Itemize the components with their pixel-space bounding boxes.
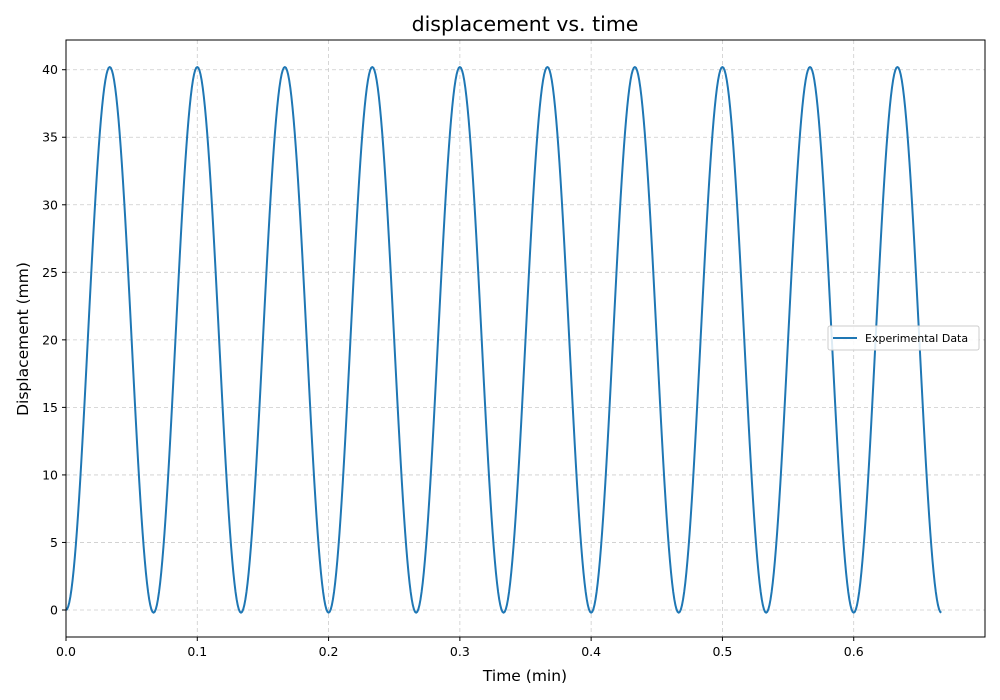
y-axis: 0 5 10 15 20 25 30 35 40: [42, 62, 66, 617]
legend-box: [827, 325, 980, 351]
y-tick-label: 15: [42, 400, 58, 415]
x-tick-label: 0.2: [319, 644, 339, 659]
series-line: [65, 66, 942, 614]
plot-frame: [65, 39, 986, 638]
y-tick-label: 25: [42, 265, 58, 280]
x-axis: 0.0 0.1 0.2 0.3 0.4 0.5 0.6: [56, 637, 864, 659]
x-axis-title: Time (min): [482, 667, 567, 685]
y-tick-label: 5: [50, 535, 58, 550]
x-tick-label: 0.0: [56, 644, 76, 659]
y-tick-label: 20: [42, 332, 58, 347]
x-tick-label: 0.4: [581, 644, 601, 659]
y-tick-label: 10: [42, 467, 58, 482]
y-tick-label: 0: [50, 602, 58, 617]
x-tick-label: 0.6: [844, 644, 864, 659]
x-tick-label: 0.5: [712, 644, 732, 659]
legend-label: Experimental Data: [865, 332, 968, 345]
y-tick-label: 35: [42, 130, 58, 145]
y-axis-title: Displacement (mm): [14, 262, 32, 416]
chart-title: displacement vs. time: [412, 12, 639, 36]
y-tick-label: 30: [42, 197, 58, 212]
x-tick-label: 0.1: [187, 644, 207, 659]
legend: Experimental Data: [827, 325, 980, 351]
x-tick-label: 0.3: [450, 644, 470, 659]
y-tick-label: 40: [42, 62, 58, 77]
plot-lines: [65, 66, 942, 614]
